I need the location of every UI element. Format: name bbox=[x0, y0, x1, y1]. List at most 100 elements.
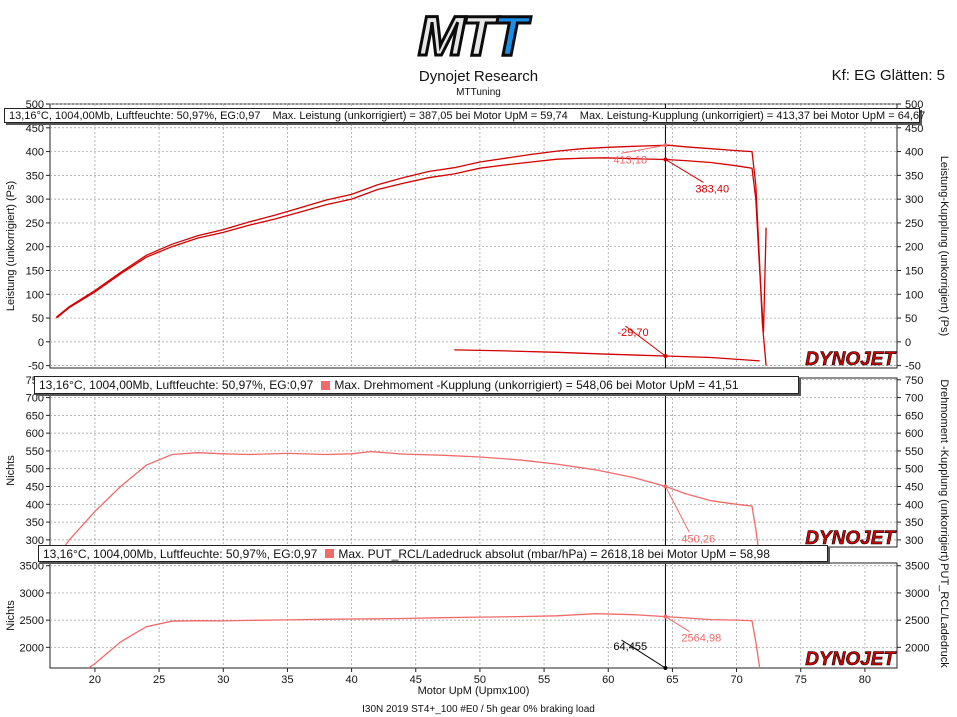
x-tick-label: 60 bbox=[602, 674, 614, 686]
smoothing-label: Kf: EG Glätten: 5 bbox=[831, 67, 945, 84]
y-tick-label: 150 bbox=[26, 265, 44, 277]
series-line-boost-0 bbox=[88, 613, 761, 668]
y-tick-label-right: 600 bbox=[905, 428, 923, 440]
x-tick-label: 70 bbox=[730, 674, 742, 686]
x-tick-label: 65 bbox=[666, 674, 678, 686]
y-tick-label-right: 650 bbox=[905, 410, 923, 422]
legend-boost: 13,16°C, 1004,00Mb, Luftfeuchte: 50,97%,… bbox=[38, 545, 828, 562]
footer-run-label: I30N 2019 ST4+_100 #E0 / 5h gear 0% brak… bbox=[362, 704, 595, 715]
y-tick-label-right: 2500 bbox=[905, 615, 929, 627]
y-tick-label-right: 150 bbox=[905, 265, 923, 277]
y-tick-label-right: 450 bbox=[905, 123, 923, 135]
series-line-power-1 bbox=[55, 144, 767, 366]
y-tick-label-right: 2000 bbox=[905, 642, 929, 654]
y-tick-label: 3500 bbox=[20, 561, 44, 573]
x-tick-label: 80 bbox=[859, 674, 871, 686]
company-subtitle: MTTuning bbox=[456, 87, 501, 98]
y-tick-label: 0 bbox=[38, 337, 44, 349]
y-tick-label-right: 200 bbox=[905, 242, 923, 254]
dynojet-watermark: DYNOJET bbox=[805, 528, 896, 549]
x-tick-label: 40 bbox=[345, 674, 357, 686]
y-tick-label-right: 100 bbox=[905, 289, 923, 301]
y-tick-label: 300 bbox=[26, 535, 44, 547]
y-tick-label: 350 bbox=[26, 517, 44, 529]
x-tick-label: 50 bbox=[474, 674, 486, 686]
annotation-arrow bbox=[625, 325, 666, 357]
x-tick-label: 30 bbox=[217, 674, 229, 686]
y-tick-label: 400 bbox=[26, 147, 44, 159]
company-title: Dynojet Research bbox=[418, 68, 539, 85]
y-axis-label-right: Leistung-Kupplung (unkorrigiert) (Ps) bbox=[938, 156, 950, 336]
y-tick-label-right: 3000 bbox=[905, 588, 929, 600]
y-tick-label: 700 bbox=[26, 393, 44, 405]
y-tick-label-right: 50 bbox=[905, 313, 917, 325]
y-axis-label-right: Drehmoment -Kupplung (unkorrigiert) bbox=[938, 379, 950, 561]
legend-torque-conditions: 13,16°C, 1004,00Mb, Luftfeuchte: 50,97%,… bbox=[39, 378, 314, 392]
annotation-label: -29,70 bbox=[617, 327, 648, 339]
annotation-arrow bbox=[665, 159, 704, 183]
x-tick-label: 25 bbox=[153, 674, 165, 686]
y-tick-label: 500 bbox=[26, 464, 44, 476]
legend-power: 13,16°C, 1004,00Mb, Luftfeuchte: 50,97%,… bbox=[4, 108, 925, 123]
annotation-label: 383,40 bbox=[695, 183, 729, 195]
legend-boost-conditions: 13,16°C, 1004,00Mb, Luftfeuchte: 50,97%,… bbox=[43, 546, 318, 561]
y-tick-label-right: 400 bbox=[905, 147, 923, 159]
annotation-point bbox=[663, 143, 668, 148]
y-tick-label: 250 bbox=[26, 218, 44, 230]
y-tick-label: 350 bbox=[26, 170, 44, 182]
y-tick-label: 450 bbox=[26, 123, 44, 135]
annotation-point bbox=[663, 614, 668, 619]
y-tick-label-right: 700 bbox=[905, 393, 923, 405]
legend-power-entry-1: Max. Leistung (unkorrigiert) = 387,05 be… bbox=[272, 109, 568, 122]
dynojet-watermark: DYNOJET bbox=[805, 349, 896, 370]
y-tick-label: 650 bbox=[26, 410, 44, 422]
y-tick-label-right: -50 bbox=[905, 361, 921, 373]
legend-torque: 13,16°C, 1004,00Mb, Luftfeuchte: 50,97%,… bbox=[34, 376, 799, 394]
legend-swatch-torque bbox=[321, 380, 331, 390]
series-line-torque-0 bbox=[63, 450, 759, 547]
y-tick-label-right: 500 bbox=[905, 464, 923, 476]
y-tick-label-right: 550 bbox=[905, 446, 923, 458]
panel-power: -50 -50 0 0 50 50 100 100 150 150 200 200 250 250 300 3… bbox=[5, 99, 950, 373]
annotation-point bbox=[663, 157, 668, 162]
annotation-point bbox=[663, 484, 668, 489]
legend-boost-entry-1: Max. PUT_RCL/Ladedruck absolut (mbar/hPa… bbox=[338, 546, 770, 561]
y-axis-label-left: Nichts bbox=[5, 600, 17, 631]
y-axis-label-right: PUT_RCL/Ladedruck bbox=[938, 563, 950, 668]
y-tick-label: 50 bbox=[32, 313, 44, 325]
plot-frame-boost bbox=[49, 562, 898, 669]
annotation-point bbox=[663, 666, 668, 670]
x-tick-label: 35 bbox=[281, 674, 293, 686]
y-tick-label: 3000 bbox=[20, 588, 44, 600]
y-tick-label-right: 3500 bbox=[905, 561, 929, 573]
y-tick-label: 450 bbox=[26, 482, 44, 494]
legend-torque-entry-1: Max. Drehmoment -Kupplung (unkorrigiert)… bbox=[334, 378, 739, 392]
y-tick-label: 550 bbox=[26, 446, 44, 458]
annotation-label: 2564,98 bbox=[681, 633, 721, 645]
series-line-power-0 bbox=[55, 157, 767, 333]
legend-power-conditions: 13,16°C, 1004,00Mb, Luftfeuchte: 50,97%,… bbox=[9, 109, 261, 122]
y-tick-label: 100 bbox=[26, 289, 44, 301]
y-tick-label-right: 300 bbox=[905, 194, 923, 206]
y-axis-label-left: Nichts bbox=[5, 455, 17, 486]
y-tick-label-right: 0 bbox=[905, 337, 911, 349]
legend-swatch-boost bbox=[325, 549, 335, 558]
y-tick-label-right: 750 bbox=[905, 375, 923, 387]
legend-power-entry-2: Max. Leistung-Kupplung (unkorrigiert) = … bbox=[579, 109, 926, 122]
panel-torque: 300 300 350 350 400 400 450 450 500 500 550 550 600 6… bbox=[5, 375, 950, 562]
y-tick-label-right: 400 bbox=[905, 499, 923, 511]
x-tick-label: 45 bbox=[410, 674, 422, 686]
y-axis-label-left: Leistung (unkorrigiert) (Ps) bbox=[5, 181, 17, 311]
y-tick-label-right: 350 bbox=[905, 517, 923, 529]
y-tick-label-right: 450 bbox=[905, 482, 923, 494]
plot-frame-torque bbox=[49, 377, 898, 548]
annotation-arrow bbox=[665, 616, 690, 633]
y-tick-label-right: 300 bbox=[905, 535, 923, 547]
annotation-label: 413,18 bbox=[613, 154, 647, 166]
x-tick-label: 20 bbox=[89, 674, 101, 686]
y-tick-label: 400 bbox=[26, 499, 44, 511]
mtt-logo: MTT bbox=[417, 4, 529, 67]
panel-boost: 2000 2000 2500 2500 3000 3000 3500 3500 Nichts PU… bbox=[5, 561, 950, 671]
series-line-power-2 bbox=[454, 349, 760, 362]
